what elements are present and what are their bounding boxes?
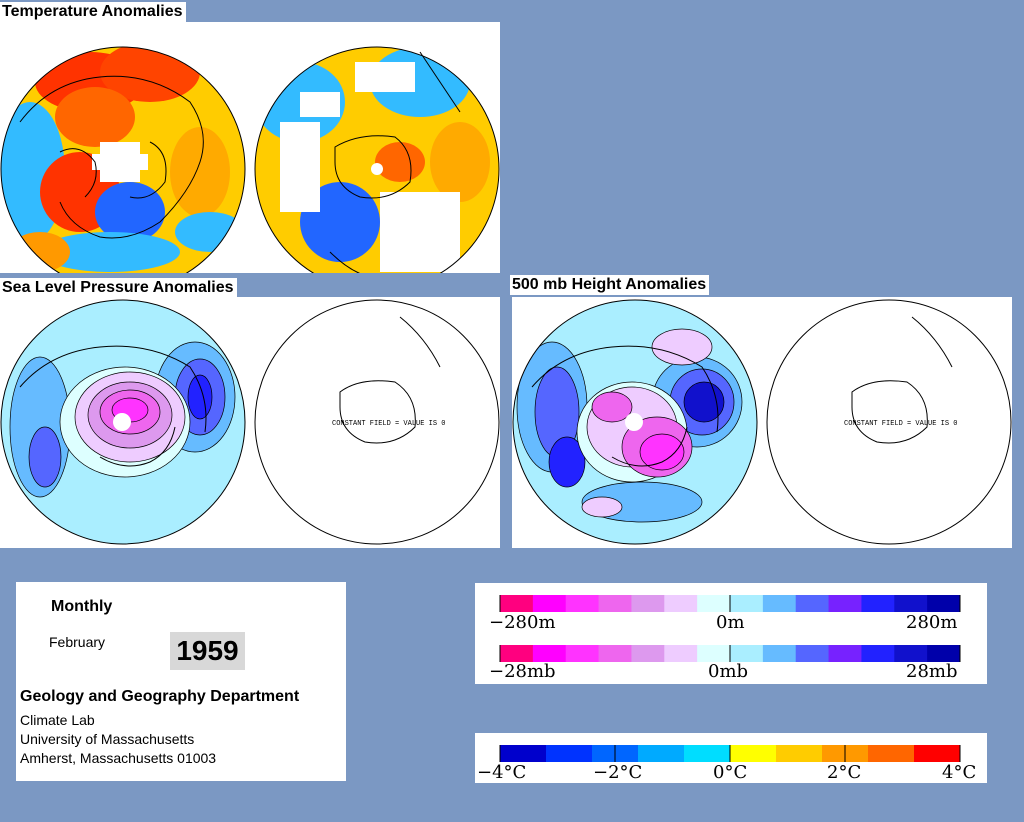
- height-colorbar-swatch: [730, 595, 764, 612]
- temp-scale-t1: −4°C: [477, 762, 526, 783]
- pressure-colorbar: [499, 645, 961, 662]
- height-maps: CONSTANT FIELD = VALUE IS 0: [512, 299, 1012, 545]
- temp-colorbar: [499, 745, 961, 762]
- height-colorbar-swatch: [861, 595, 895, 612]
- pressure-colorbar-swatch: [532, 645, 567, 662]
- temperature-title: Temperature Anomalies: [0, 2, 186, 22]
- height-colorbar-swatch: [828, 595, 862, 612]
- pressure-colorbar-swatch: [762, 645, 797, 662]
- height-title: 500 mb Height Anomalies: [510, 275, 710, 295]
- height-scale-max: 280m: [906, 612, 957, 633]
- height-constant-field-label: CONSTANT FIELD = VALUE IS 0: [844, 420, 957, 428]
- pressure-colorbar-swatch: [894, 645, 928, 662]
- temp-colorbar-swatch: [500, 745, 547, 762]
- university-label: University of Massachusetts: [20, 731, 195, 747]
- period-label: Monthly: [51, 598, 113, 615]
- temp-scale-panel: −4°C −2°C 0°C 2°C 4°C: [475, 733, 987, 783]
- height-colorbar-swatch: [762, 595, 797, 612]
- sh-coastlines: [329, 51, 461, 273]
- pressure-scale-zero: 0mb: [708, 661, 748, 682]
- pressure-colorbar-swatch: [927, 645, 961, 662]
- temp-colorbar-swatch: [868, 745, 915, 762]
- month-label: February: [49, 634, 106, 650]
- slp-constant-field-label: CONSTANT FIELD = VALUE IS 0: [332, 420, 445, 428]
- pressure-colorbar-swatch: [861, 645, 895, 662]
- year-label: 1959: [170, 632, 245, 670]
- temp-colorbar-swatch: [776, 745, 823, 762]
- height-colorbar-swatch: [500, 595, 534, 612]
- pressure-colorbar-swatch: [697, 645, 731, 662]
- pressure-colorbar-swatch: [565, 645, 600, 662]
- pressure-scale-max: 28mb: [906, 661, 958, 682]
- height-colorbar-swatch: [631, 595, 665, 612]
- temperature-panel: [0, 22, 500, 273]
- height-colorbar-swatch: [664, 595, 698, 612]
- nh-coastlines: [19, 75, 204, 239]
- temp-scale-t5: 4°C: [942, 762, 976, 783]
- slp-title: Sea Level Pressure Anomalies: [0, 278, 237, 298]
- department-label: Geology and Geography Department: [20, 688, 300, 705]
- sh-slp-map: CONSTANT FIELD = VALUE IS 0: [254, 299, 500, 545]
- height-colorbar-swatch: [532, 595, 567, 612]
- temp-scale-svg: −4°C −2°C 0°C 2°C 4°C: [477, 745, 976, 783]
- address-label: Amherst, Massachusetts 01003: [20, 750, 217, 766]
- height-scale-zero: 0m: [716, 612, 745, 633]
- temp-scale-t4: 2°C: [827, 762, 861, 783]
- info-box: Monthly February 1959 Geology and Geogra…: [16, 582, 346, 781]
- temperature-maps: [0, 46, 500, 273]
- anomaly-scale-svg: −280m 0m 280m −28mb 0mb 28mb: [489, 595, 961, 682]
- pressure-scale-min: −28mb: [489, 661, 556, 682]
- height-colorbar-swatch: [894, 595, 928, 612]
- nh-slp-map: [1, 300, 245, 544]
- slp-panel: CONSTANT FIELD = VALUE IS 0: [0, 297, 500, 548]
- nh-slp-coastlines: [19, 345, 207, 467]
- temp-colorbar-swatch: [730, 745, 777, 762]
- pressure-colorbar-swatch: [795, 645, 830, 662]
- temp-scale-t2: −2°C: [593, 762, 642, 783]
- height-colorbar-swatch: [697, 595, 731, 612]
- nh-height-map: [513, 300, 757, 544]
- anomaly-scale-panel: −280m 0m 280m −28mb 0mb 28mb: [475, 583, 987, 684]
- sh-height-map: CONSTANT FIELD = VALUE IS 0: [766, 299, 1012, 545]
- pressure-colorbar-swatch: [500, 645, 534, 662]
- lab-label: Climate Lab: [20, 712, 95, 728]
- height-panel: CONSTANT FIELD = VALUE IS 0: [512, 297, 1012, 548]
- nh-height-coastlines: [531, 345, 719, 467]
- temp-colorbar-swatch: [546, 745, 593, 762]
- pressure-colorbar-swatch: [828, 645, 862, 662]
- height-colorbar-swatch: [795, 595, 830, 612]
- temp-colorbar-swatch: [638, 745, 685, 762]
- pressure-colorbar-swatch: [631, 645, 665, 662]
- height-colorbar-swatch: [598, 595, 632, 612]
- nh-temperature-map: [1, 47, 245, 273]
- pressure-colorbar-swatch: [598, 645, 632, 662]
- pressure-colorbar-swatch: [730, 645, 764, 662]
- height-scale-min: −280m: [489, 612, 556, 633]
- temp-colorbar-swatch: [914, 745, 961, 762]
- temp-scale-t3: 0°C: [713, 762, 747, 783]
- height-colorbar-swatch: [927, 595, 961, 612]
- height-colorbar-swatch: [565, 595, 600, 612]
- height-colorbar: [499, 595, 961, 612]
- pressure-colorbar-swatch: [664, 645, 698, 662]
- sh-temperature-map: [255, 47, 499, 273]
- slp-maps: CONSTANT FIELD = VALUE IS 0: [0, 299, 500, 545]
- temp-colorbar-swatch: [684, 745, 731, 762]
